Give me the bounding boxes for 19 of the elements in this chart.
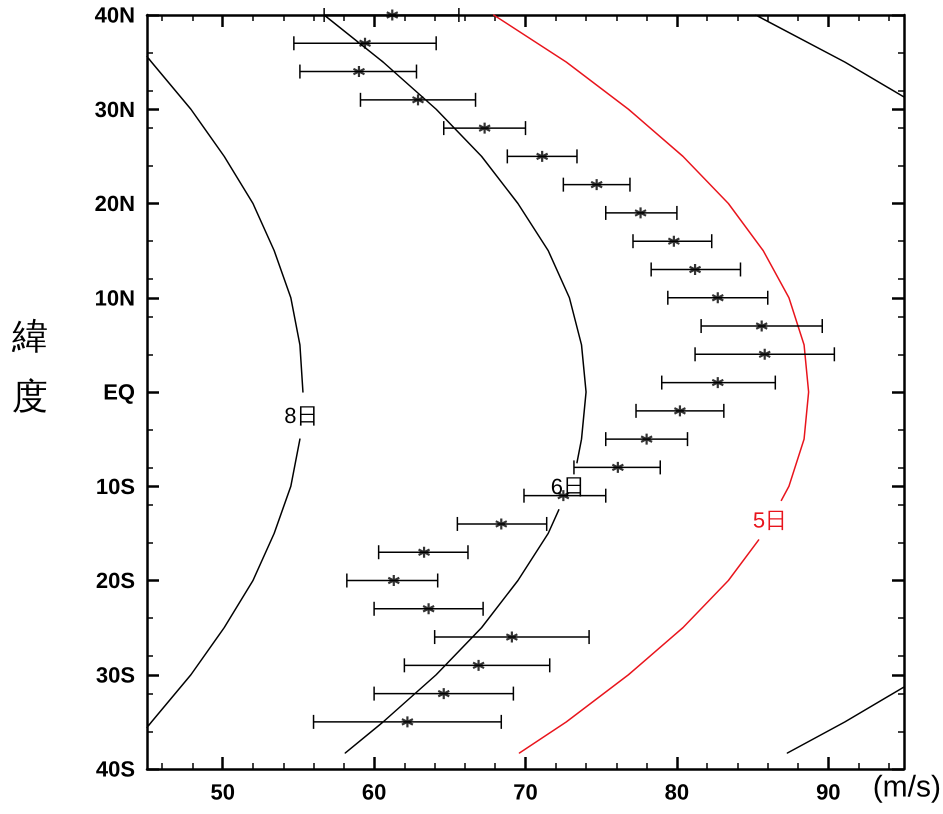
y-tick-label: 10N xyxy=(94,285,135,310)
series-label: 6日 xyxy=(550,474,586,499)
x-tick-label: 70 xyxy=(513,780,538,804)
series-label: 8日 xyxy=(284,403,319,428)
y-tick-label: 40S xyxy=(96,756,135,782)
x-tick-label: 80 xyxy=(664,780,690,804)
y-tick-label: 30S xyxy=(96,662,135,688)
y-tick-label: 30N xyxy=(94,96,135,122)
y-tick-label: 10S xyxy=(96,474,135,499)
y-tick-label: 20N xyxy=(94,191,135,216)
y-tick-label: 40N xyxy=(94,2,135,28)
x-axis-title: (m/s) xyxy=(872,770,942,804)
x-tick-label: 60 xyxy=(362,780,386,804)
y-tick-label: EQ xyxy=(103,380,135,404)
series-label: 5日 xyxy=(752,508,788,533)
y-axis-title: 緯度 xyxy=(11,316,48,416)
x-tick-label: 90 xyxy=(816,780,841,804)
x-tick-label: 50 xyxy=(210,780,235,804)
y-tick-label: 20S xyxy=(96,568,135,593)
